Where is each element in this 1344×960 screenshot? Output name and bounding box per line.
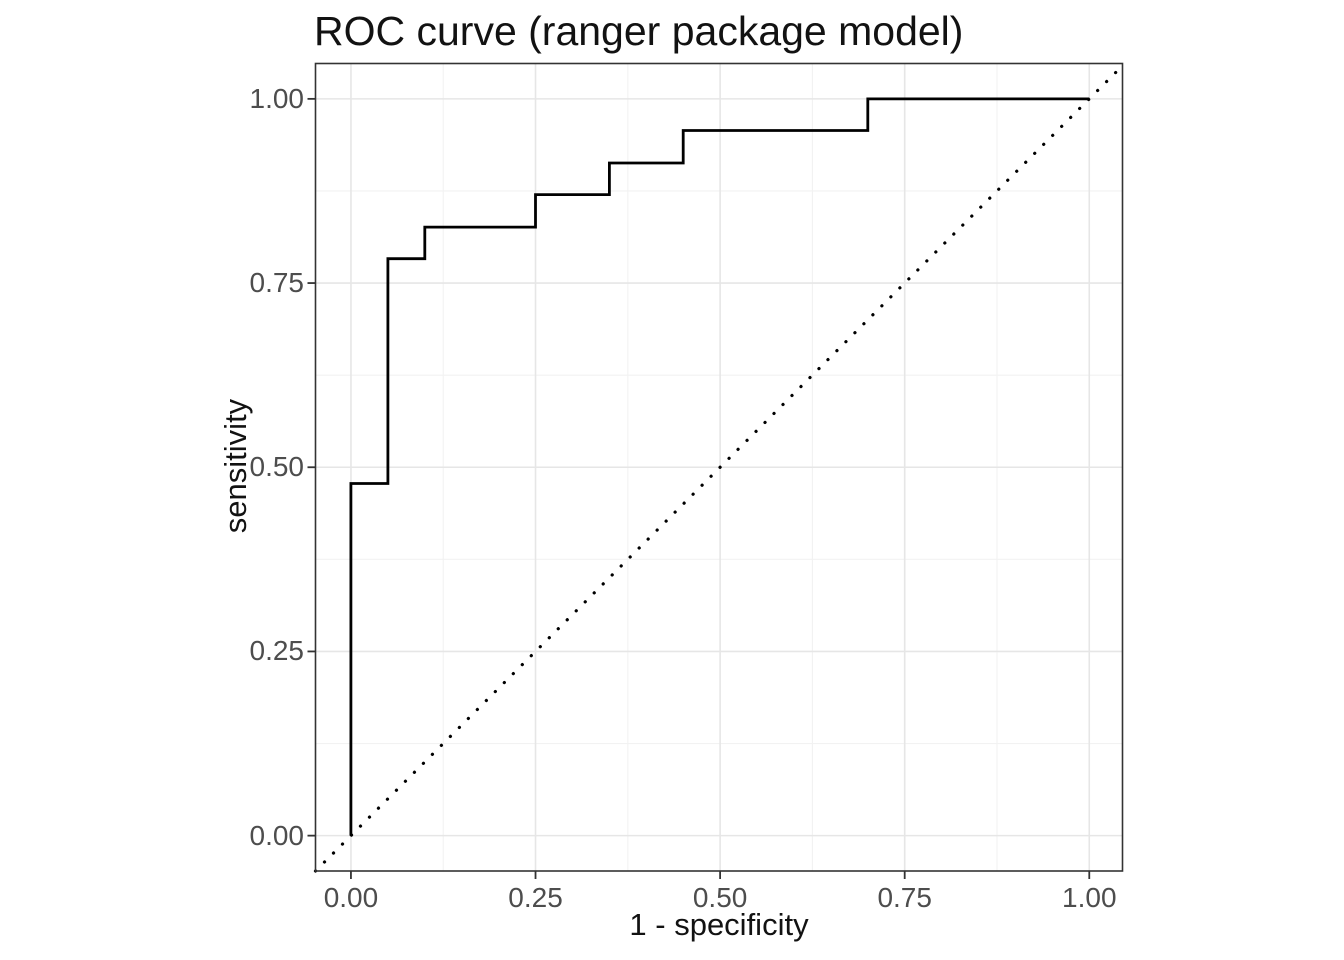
x-axis-title: 1 - specificity	[629, 907, 809, 942]
x-tick-label: 0.75	[877, 882, 932, 913]
y-tick-label: 0.00	[249, 819, 305, 851]
x-tick-label: 0.25	[508, 882, 563, 913]
x-tick-label: 0.00	[323, 882, 379, 913]
y-tick-label: 0.25	[249, 635, 305, 667]
y-tick-label: 1.00	[249, 82, 305, 114]
y-tick-label: 0.50	[249, 451, 305, 483]
y-tick-label: 0.75	[249, 267, 305, 299]
plot-title: ROC curve (ranger package model)	[314, 8, 964, 54]
x-tick-label: 0.50	[692, 882, 748, 913]
diagonal-reference-line	[313, 64, 1125, 873]
roc-curve-line	[349, 97, 1090, 836]
x-tick-label: 1.00	[1062, 882, 1117, 913]
